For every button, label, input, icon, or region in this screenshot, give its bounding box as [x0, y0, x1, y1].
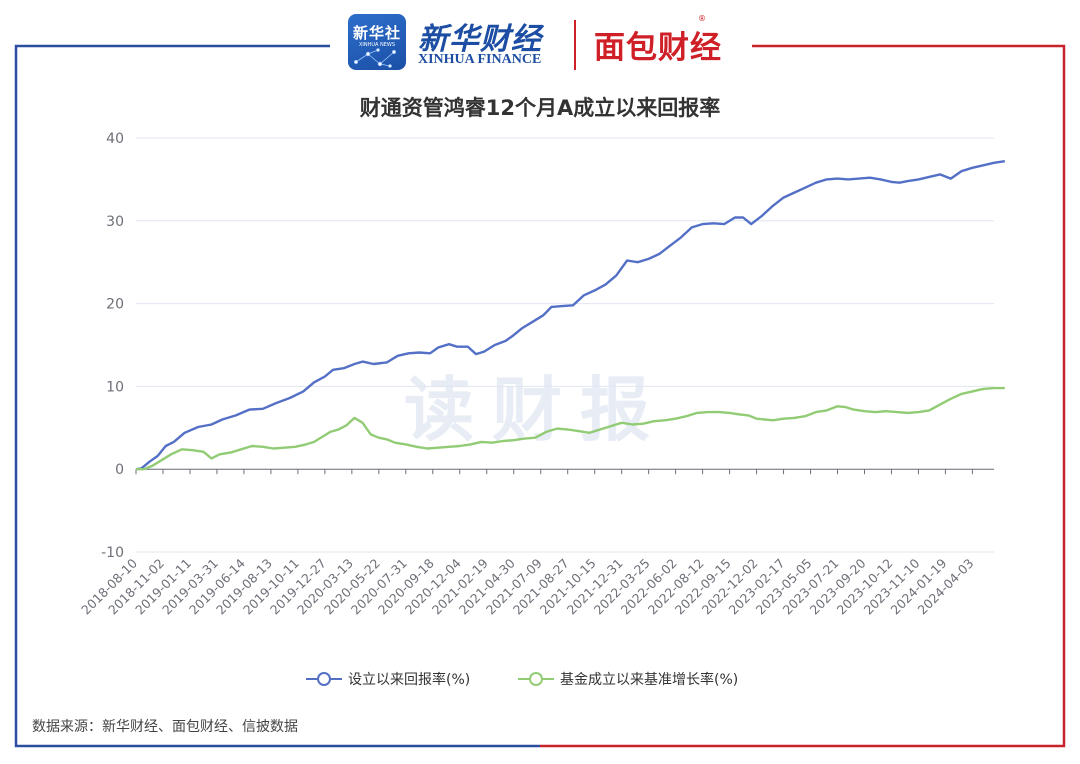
series-line-1	[135, 160, 1005, 471]
xinhua-finance-logo-en: XINHUA FINANCE	[418, 52, 542, 67]
y-tick-label: 30	[106, 214, 124, 230]
y-tick-label: -10	[101, 545, 124, 561]
legend-circle-icon	[306, 672, 342, 686]
xinhua-badge-text: 新华社	[352, 24, 401, 42]
network-dots-icon	[354, 48, 397, 68]
y-tick-label: 40	[106, 131, 124, 147]
right-border	[540, 44, 1066, 748]
header-logos: 新华社 XINHUA NEWS 新华财经 XINHUA FINANCE 面包财经…	[332, 6, 742, 76]
legend-item-series-1[interactable]: 设立以来回报率(%)	[306, 668, 470, 690]
left-border	[14, 44, 540, 748]
y-tick-label: 20	[106, 297, 124, 313]
legend-item-series-2[interactable]: 基金成立以来基准增长率(%)	[518, 668, 738, 690]
data-source-note: 数据来源：新华财经、面包财经、信披数据	[32, 719, 298, 735]
grid-lines	[136, 137, 994, 553]
logo-divider	[574, 20, 576, 70]
registered-mark: ®	[698, 14, 706, 23]
legend-label: 基金成立以来基准增长率(%)	[560, 672, 739, 688]
chart-title: 财通资管鸿睿12个月A成立以来回报率	[359, 96, 721, 120]
legend-label: 设立以来回报率(%)	[348, 672, 471, 688]
x-axis: 2018-08-102018-11-022019-01-112019-03-31…	[78, 468, 994, 617]
y-axis-ticks: -10 0 10 20 30 40	[101, 131, 124, 561]
xinhua-finance-logo-cn: 新华财经	[418, 22, 542, 57]
y-tick-label: 10	[106, 379, 124, 395]
xinhua-badge-sub: XINHUA NEWS	[358, 42, 396, 48]
mianbao-finance-logo: 面包财经	[594, 30, 722, 66]
xinhua-news-logo: 新华社 XINHUA NEWS	[348, 14, 406, 70]
series-line-2	[136, 386, 1005, 471]
y-tick-label: 0	[115, 462, 124, 478]
legend-circle-icon	[518, 672, 554, 686]
series-lines	[135, 160, 1005, 471]
